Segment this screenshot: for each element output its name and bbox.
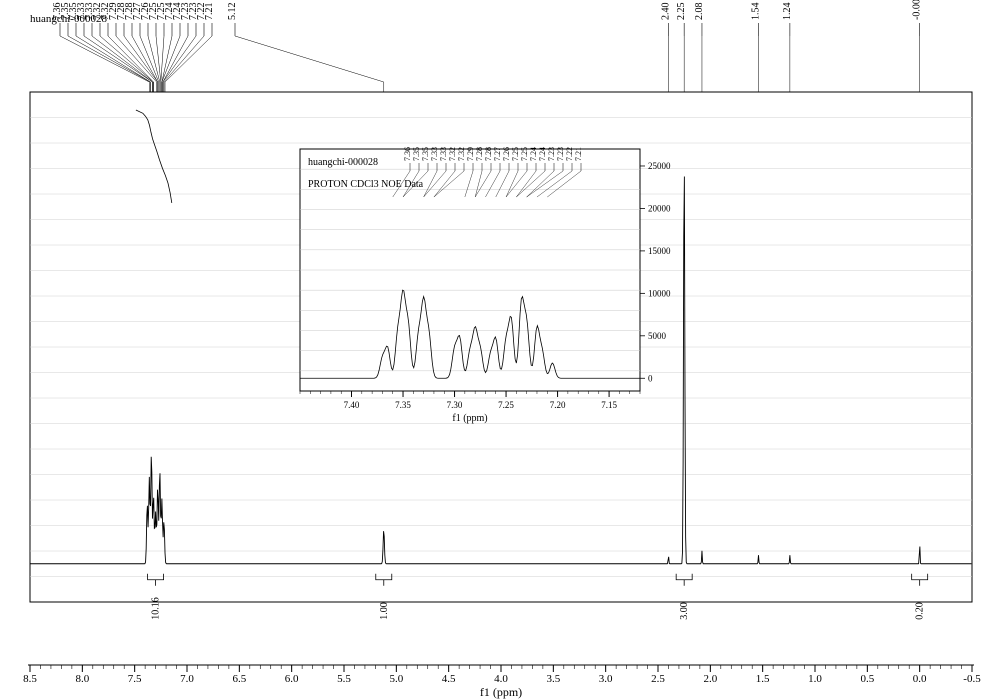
inset-x-tick-label: 7.25 — [498, 400, 514, 410]
x-tick-label: 5.0 — [389, 673, 403, 685]
peak-label-connector — [108, 36, 154, 82]
x-tick-label: 1.0 — [808, 673, 822, 685]
peak-label-top: -0.00 — [912, 0, 923, 92]
nmr-spectrum-figure: huangchi-0000287.367.357.357.337.337.327… — [0, 0, 1000, 699]
x-tick-label: 0.5 — [860, 673, 874, 685]
inset-y-tick-label: 5000 — [648, 331, 667, 341]
peak-label-top: 1.54 — [750, 3, 761, 93]
peak-label-text: 7.21 — [204, 3, 215, 21]
peak-label-text: 5.12 — [227, 3, 238, 21]
x-tick-label: 2.5 — [651, 673, 665, 685]
inset-peak-label-text: 7.35 — [412, 147, 421, 161]
inset-peak-label-text: 7.25 — [511, 147, 520, 161]
peak-label-text: 2.08 — [694, 3, 705, 21]
inset-peak-label-text: 7.28 — [484, 147, 493, 161]
inset-peak-label-text: 7.23 — [556, 147, 565, 161]
integral-value: 0.20 — [915, 602, 926, 620]
inset-peak-label-text: 7.29 — [466, 147, 475, 161]
integral-value: 1.00 — [379, 602, 390, 620]
peak-label-connector — [68, 36, 150, 82]
x-axis-label: f1 (ppm) — [480, 685, 522, 699]
peak-label-connector — [76, 36, 150, 82]
x-tick-label: 1.5 — [756, 673, 770, 685]
inset-peak-label-text: 7.25 — [520, 147, 529, 161]
inset-peak-label-text: 7.22 — [565, 147, 574, 161]
x-tick-label: 5.5 — [337, 673, 351, 685]
inset-y-tick-label: 25000 — [648, 161, 671, 171]
peak-label-connector — [235, 36, 384, 82]
inset-x-tick-label: 7.20 — [550, 400, 566, 410]
inset-x-tick-label: 7.40 — [344, 400, 360, 410]
inset-peak-label-text: 7.27 — [493, 147, 502, 161]
x-tick-label: 2.0 — [703, 673, 717, 685]
inset-peak-label-text: 7.26 — [502, 147, 511, 161]
inset-y-tick-label: 20000 — [648, 203, 671, 213]
inset-peak-label-text: 7.24 — [529, 147, 538, 161]
inset-y-tick-label: 15000 — [648, 246, 671, 256]
inset-peak-label-text: 7.36 — [403, 147, 412, 161]
inset-x-label: f1 (ppm) — [452, 413, 487, 424]
x-tick-label: -0.5 — [963, 673, 981, 685]
peak-label-text: 1.24 — [782, 3, 793, 21]
inset-peak-label-text: 7.33 — [430, 147, 439, 161]
peak-label-connector — [100, 36, 154, 82]
inset-x-tick-label: 7.30 — [447, 400, 463, 410]
peak-label-connector — [156, 36, 161, 82]
peak-label-text: 2.25 — [676, 3, 687, 21]
integral-value: 3.00 — [679, 602, 690, 620]
peak-label-connector — [84, 36, 152, 82]
x-tick-label: 4.0 — [494, 673, 508, 685]
inset-title-1: huangchi-000028 — [308, 157, 378, 168]
inset-x-tick-label: 7.15 — [601, 400, 617, 410]
peak-label-top: 5.12 — [227, 3, 384, 93]
inset-peak-label-text: 7.33 — [439, 147, 448, 161]
x-tick-label: 8.0 — [75, 673, 89, 685]
peak-label-top: 2.08 — [694, 3, 705, 93]
x-tick-label: 0.0 — [913, 673, 927, 685]
inset-title-2: PROTON CDCl3 NOE Data — [308, 179, 424, 190]
peak-label-top: 2.25 — [676, 3, 687, 93]
inset-x-tick-label: 7.35 — [395, 400, 411, 410]
inset-peak-label-text: 7.35 — [421, 147, 430, 161]
peak-label-connector — [165, 36, 212, 82]
peak-label-text: 2.40 — [660, 3, 671, 21]
inset-peak-label-text: 7.28 — [475, 147, 484, 161]
x-tick-label: 6.0 — [285, 673, 299, 685]
x-tick-label: 7.5 — [128, 673, 142, 685]
inset-peak-label-text: 7.24 — [538, 147, 547, 161]
x-tick-label: 8.5 — [23, 673, 37, 685]
peak-label-connector — [124, 36, 158, 82]
peak-label-text: 1.54 — [750, 3, 761, 21]
inset-y-tick-label: 10000 — [648, 288, 671, 298]
peak-label-text: -0.00 — [912, 0, 923, 20]
inset-peak-label-text: 7.21 — [574, 147, 583, 161]
inset-peak-label-text: 7.32 — [457, 147, 466, 161]
x-tick-label: 7.0 — [180, 673, 194, 685]
inset-y-tick-label: 0 — [648, 373, 653, 383]
peak-label-top: 2.40 — [660, 3, 671, 93]
peak-label-top: 1.24 — [782, 3, 793, 93]
inset-peak-label-text: 7.23 — [547, 147, 556, 161]
x-tick-label: 6.5 — [232, 673, 246, 685]
peak-label-connector — [140, 36, 159, 82]
peak-label-connector — [163, 36, 196, 82]
peak-label-connector — [162, 36, 180, 82]
inset-peak-label-text: 7.32 — [448, 147, 457, 161]
x-tick-label: 3.0 — [599, 673, 613, 685]
integral-value: 10.16 — [151, 597, 162, 620]
x-tick-label: 4.5 — [442, 673, 456, 685]
x-tick-label: 3.5 — [546, 673, 560, 685]
